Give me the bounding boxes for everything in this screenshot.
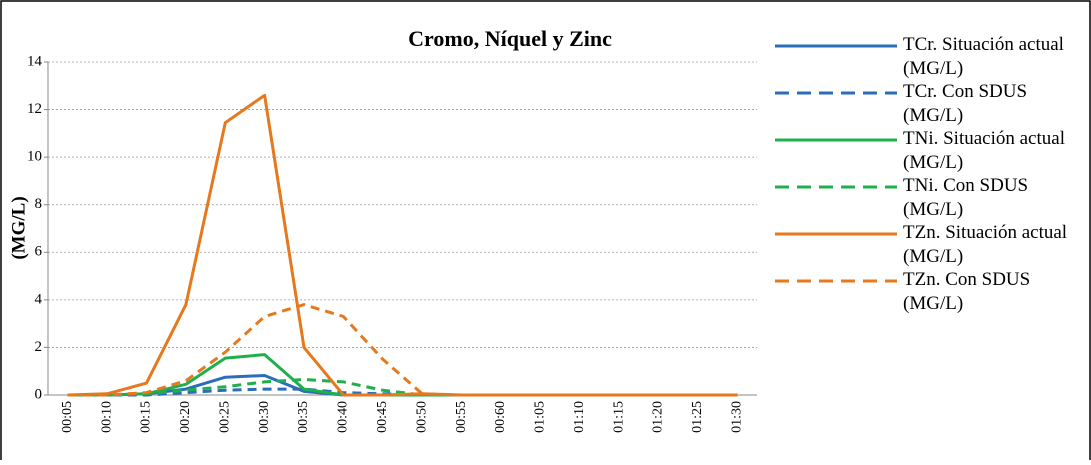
- x-tick-label: 01:30: [730, 401, 745, 433]
- x-tick-label: 00:10: [99, 401, 114, 433]
- y-tick-label: 4: [35, 291, 43, 307]
- x-tick-label: 01:05: [533, 401, 548, 433]
- x-tick-label: 00:15: [139, 401, 154, 433]
- x-tick-label: 00:60: [493, 401, 508, 433]
- x-tick-label: 01:15: [611, 401, 626, 433]
- x-tick-label: 00:25: [217, 401, 232, 433]
- y-tick-label: 0: [35, 386, 43, 402]
- x-tick-label: 00:05: [60, 401, 75, 433]
- y-tick-label: 10: [27, 149, 42, 165]
- y-tick-label: 6: [35, 244, 43, 260]
- legend-label: TZn. Con SDUS (MG/L): [903, 269, 1035, 314]
- y-tick-label: 8: [35, 196, 43, 212]
- legend-label: TCr. Con SDUS (MG/L): [903, 81, 1032, 126]
- x-tick-label: 00:35: [296, 401, 311, 433]
- x-tick-label: 00:45: [375, 401, 390, 433]
- y-tick-label: 14: [27, 53, 43, 69]
- legend-label: TNi. Situación actual (MG/L): [903, 128, 1070, 173]
- x-tick-label: 00:50: [414, 401, 429, 433]
- x-tick-label: 00:30: [257, 401, 272, 433]
- legend-label: TCr. Situación actual (MG/L): [903, 34, 1069, 79]
- y-tick-label: 2: [35, 339, 43, 355]
- x-tick-label: 01:25: [690, 401, 705, 433]
- series-line: [67, 303, 738, 397]
- y-tick-label: 12: [27, 101, 42, 117]
- y-axis-label: (MG/L): [8, 196, 29, 259]
- x-tick-label: 01:20: [651, 401, 666, 433]
- x-tick-label: 01:10: [572, 401, 587, 433]
- legend-label: TZn. Situación actual (MG/L): [903, 222, 1072, 267]
- x-tick-label: 00:20: [178, 401, 193, 433]
- chart-title: Cromo, Níquel y Zinc: [408, 26, 612, 51]
- legend-label: TNi. Con SDUS (MG/L): [903, 175, 1033, 220]
- x-tick-label: 00:40: [336, 401, 351, 433]
- x-tick-label: 00:55: [454, 401, 469, 433]
